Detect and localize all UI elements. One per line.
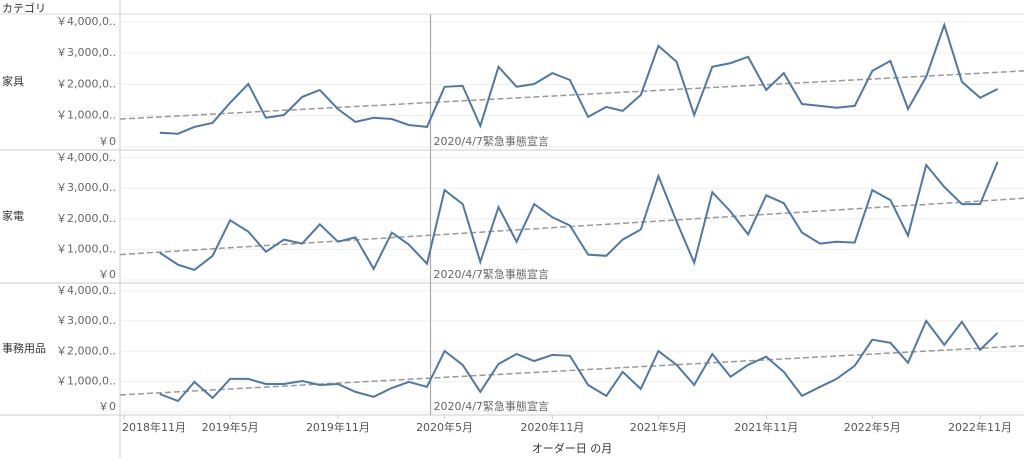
y-tick-label: ￥4,000,0.. xyxy=(56,151,116,164)
trend-line xyxy=(119,197,1024,256)
data-line xyxy=(159,161,999,272)
trend-line xyxy=(119,70,1024,120)
y-tick-label: ￥0 xyxy=(98,268,116,281)
y-tick-label: ￥4,000,0.. xyxy=(56,15,116,28)
y-tick-label: ￥1,000,0.. xyxy=(56,242,116,255)
category-label: 事務用品 xyxy=(2,341,46,355)
x-tick-label: 2019年5月 xyxy=(202,420,259,434)
x-tick-label: 2021年11月 xyxy=(734,420,798,434)
x-tick-label: 2022年5月 xyxy=(844,420,901,434)
reference-label: 2020/4/7緊急事態宣言 xyxy=(434,399,549,413)
reference-label: 2020/4/7緊急事態宣言 xyxy=(434,267,549,281)
category-label: 家電 xyxy=(2,209,24,223)
y-tick-label: ￥1,000,0.. xyxy=(56,375,116,388)
y-tick-label: ￥3,000,0.. xyxy=(56,314,116,327)
x-tick-label: 2021年5月 xyxy=(630,420,687,434)
y-tick-label: ￥4,000,0.. xyxy=(56,284,116,297)
y-tick-label: ￥0 xyxy=(98,400,116,413)
y-tick-label: ￥2,000,0.. xyxy=(56,344,116,357)
y-tick-label: ￥3,000,0.. xyxy=(56,46,116,59)
column-header: カテゴリ xyxy=(2,1,46,15)
category-label: 家具 xyxy=(2,74,24,88)
y-tick-label: ￥2,000,0.. xyxy=(56,212,116,225)
y-tick-label: ￥0 xyxy=(98,135,116,148)
data-line xyxy=(159,21,999,135)
trend-line xyxy=(119,345,1024,396)
data-line xyxy=(159,318,999,403)
reference-label: 2020/4/7緊急事態宣言 xyxy=(434,134,549,148)
x-tick-label: 2020年5月 xyxy=(416,420,473,434)
x-tick-label: 2020年11月 xyxy=(520,420,584,434)
y-tick-label: ￥3,000,0.. xyxy=(56,181,116,194)
x-tick-label: 2019年11月 xyxy=(306,420,370,434)
y-tick-label: ￥2,000,0.. xyxy=(56,77,116,90)
x-axis-title: オーダー日 の月 xyxy=(532,441,613,455)
y-tick-label: ￥1,000,0.. xyxy=(56,109,116,122)
x-tick-label: 2018年11月 xyxy=(122,420,186,434)
x-tick-label: 2022年11月 xyxy=(948,420,1012,434)
